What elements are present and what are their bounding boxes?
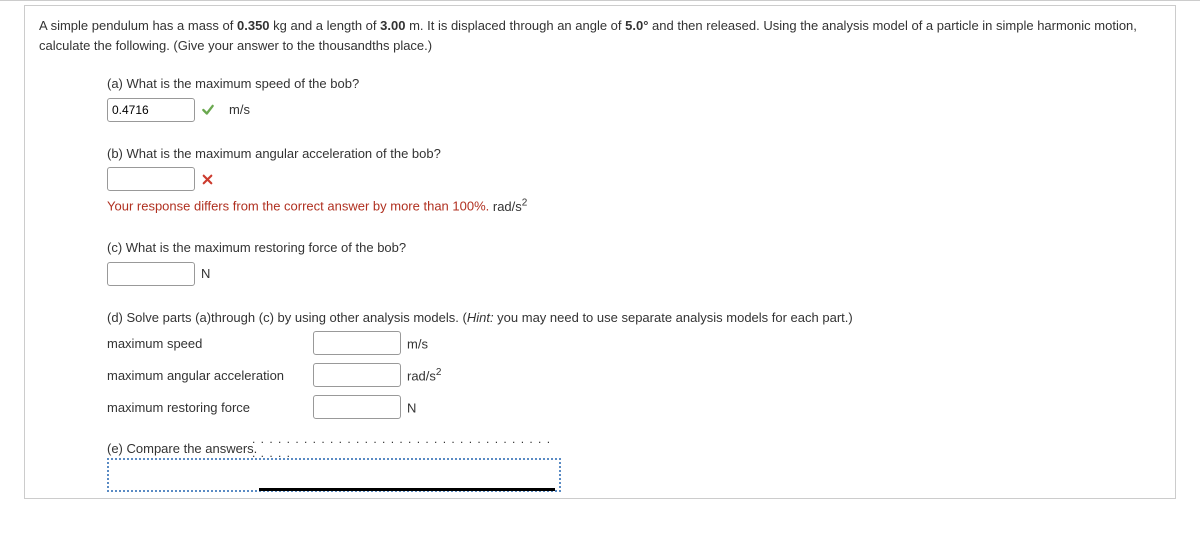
part-d-row-speed: maximum speed m/s <box>107 331 1161 355</box>
resize-bar <box>259 488 555 491</box>
top-rule <box>0 0 1200 1</box>
part-e-prompt: (e) Compare the answers. . . . . . . . .… <box>107 441 557 456</box>
part-e-prompt-text: (e) Compare the answers. <box>107 441 257 456</box>
intro-text: A simple pendulum has a mass of <box>39 18 237 33</box>
part-a-prompt: (a) What is the maximum speed of the bob… <box>107 74 1161 94</box>
part-b-prompt: (b) What is the maximum angular accelera… <box>107 144 1161 164</box>
part-a: (a) What is the maximum speed of the bob… <box>107 74 1161 122</box>
part-b-answer-row <box>107 167 1161 191</box>
page-container: A simple pendulum has a mass of 0.350 kg… <box>0 0 1200 499</box>
part-d-unit-force-text: N <box>407 400 416 415</box>
part-a-unit: m/s <box>229 102 250 117</box>
part-d-input-accel[interactable] <box>313 363 401 387</box>
part-d-input-speed[interactable] <box>313 331 401 355</box>
part-e: (e) Compare the answers. . . . . . . . .… <box>107 441 1161 492</box>
part-d-unit-accel-text: rad/s <box>407 368 436 383</box>
part-d-label-force: maximum restoring force <box>107 400 307 415</box>
part-b-feedback-text: Your response differs from the correct a… <box>107 199 489 214</box>
intro-length: 3.00 <box>380 18 405 33</box>
part-d-row-accel: maximum angular acceleration rad/s2 <box>107 363 1161 387</box>
intro-angle: 5.0° <box>625 18 648 33</box>
part-a-input[interactable] <box>107 98 195 122</box>
part-d-row-force: maximum restoring force N <box>107 395 1161 419</box>
part-c: (c) What is the maximum restoring force … <box>107 238 1161 286</box>
part-d-label-speed: maximum speed <box>107 336 307 351</box>
part-d-hint-rest: you may need to use separate analysis mo… <box>494 310 853 325</box>
part-b-unit: rad/s2 <box>493 199 527 214</box>
part-e-textbox[interactable] <box>107 458 561 492</box>
part-d-input-force[interactable] <box>313 395 401 419</box>
part-d-hint-label: Hint: <box>467 310 494 325</box>
part-a-answer-row: m/s <box>107 98 1161 122</box>
part-d-pre: (d) Solve parts (a)through (c) by using … <box>107 310 467 325</box>
part-b-feedback: Your response differs from the correct a… <box>107 195 1161 216</box>
part-b-unit-prefix: rad/s <box>493 199 522 214</box>
x-icon <box>201 173 214 186</box>
part-d-unit-force: N <box>407 399 416 415</box>
intro-mass: 0.350 <box>237 18 270 33</box>
part-c-prompt: (c) What is the maximum restoring force … <box>107 238 1161 258</box>
part-d-unit-speed: m/s <box>407 335 428 351</box>
parts-wrapper: (a) What is the maximum speed of the bob… <box>39 74 1161 492</box>
part-d-unit-accel: rad/s2 <box>407 367 441 383</box>
part-d-unit-accel-exp: 2 <box>436 367 442 378</box>
question-box: A simple pendulum has a mass of 0.350 kg… <box>24 5 1176 499</box>
part-d: (d) Solve parts (a)through (c) by using … <box>107 308 1161 420</box>
part-b-unit-exp: 2 <box>522 197 528 208</box>
part-b-input[interactable] <box>107 167 195 191</box>
part-c-unit: N <box>201 266 210 281</box>
part-c-answer-row: N <box>107 262 1161 286</box>
dotted-overlap: . . . . . . . . . . . . . . . . . . . . … <box>252 432 557 460</box>
intro-mid1: kg and a length of <box>270 18 381 33</box>
part-b: (b) What is the maximum angular accelera… <box>107 144 1161 216</box>
part-d-unit-speed-text: m/s <box>407 336 428 351</box>
part-d-prompt: (d) Solve parts (a)through (c) by using … <box>107 308 1161 328</box>
question-intro: A simple pendulum has a mass of 0.350 kg… <box>39 16 1161 56</box>
part-d-label-accel: maximum angular acceleration <box>107 368 307 383</box>
part-d-rows: maximum speed m/s maximum angular accele… <box>107 331 1161 419</box>
check-icon <box>201 103 215 117</box>
part-c-input[interactable] <box>107 262 195 286</box>
intro-mid2: m. It is displaced through an angle of <box>405 18 625 33</box>
